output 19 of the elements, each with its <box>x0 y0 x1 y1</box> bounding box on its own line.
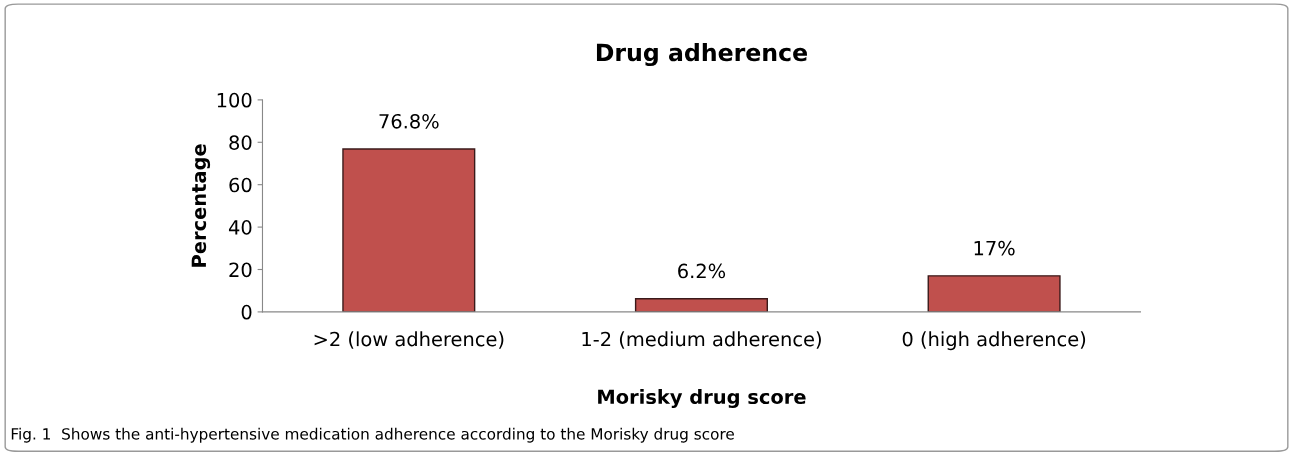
bar <box>342 148 476 312</box>
y-tick-label: 80 <box>229 135 252 150</box>
y-axis-title: Percentage <box>191 144 211 267</box>
x-tick-label: >2 (low adherence) <box>314 331 504 349</box>
y-tick-label: 100 <box>217 92 252 108</box>
y-tick-label: 60 <box>229 177 252 193</box>
x-tick-label: 0 (high adherence) <box>902 331 1086 351</box>
data-label: 6.2% <box>678 263 726 279</box>
y-tick-label: 40 <box>228 220 252 235</box>
data-label: 17% <box>974 240 1015 256</box>
x-tick-label: 1-2 (medium adherence) <box>582 331 821 349</box>
caption: Fig. 1 Shows the anti-hypertensive medication adherence according to the Morisky drug score <box>11 427 734 443</box>
data-label: 76.8% <box>379 113 439 129</box>
y-tick-label: 20 <box>229 262 252 278</box>
x-axis-title: Morisky drug score <box>598 389 806 409</box>
bar <box>927 275 1061 312</box>
chart-title: Drug adherence <box>596 43 807 67</box>
y-tick-label: 0 <box>241 304 252 320</box>
bar <box>634 298 768 312</box>
